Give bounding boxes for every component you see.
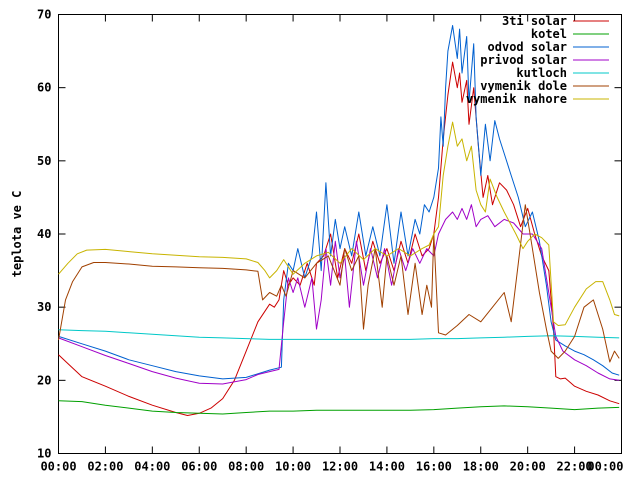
x-tick-label: 00:00 (40, 460, 76, 474)
y-tick-label: 70 (37, 8, 51, 22)
legend-label: vymenik dole (480, 79, 567, 93)
x-tick-label: 02:00 (87, 460, 123, 474)
legend-label: 3ti solar (502, 14, 567, 28)
legend-label: kutloch (516, 66, 567, 80)
x-tick-label: 10:00 (275, 460, 311, 474)
x-tick-label: 22:00 (557, 460, 593, 474)
x-tick-label: 14:00 (369, 460, 405, 474)
x-tick-label: 20:00 (510, 460, 546, 474)
legend-label: vymenik nahore (466, 92, 567, 106)
x-tick-label: 12:00 (322, 460, 358, 474)
y-tick-label: 30 (37, 300, 51, 314)
series-lines (58, 25, 620, 416)
legend-label: privod solar (480, 53, 567, 67)
series-line-kotel (58, 400, 620, 415)
series-line-privod-solar (58, 204, 620, 385)
y-tick-label: 60 (37, 81, 51, 95)
y-tick-label: 20 (37, 373, 51, 387)
x-tick-label: 18:00 (463, 460, 499, 474)
x-tick-label: 00:00 (587, 460, 623, 474)
x-tick-label: 06:00 (181, 460, 217, 474)
y-axis-label: teplota ve C (10, 191, 24, 278)
legend-label: odvod solar (488, 40, 567, 54)
x-tick-label: 16:00 (416, 460, 452, 474)
series-line-vymenik-dole (58, 204, 620, 363)
series-line-odvod-solar (58, 25, 620, 380)
y-tick-label: 40 (37, 227, 51, 241)
legend-label: kotel (531, 27, 567, 41)
y-tick-label: 10 (37, 447, 51, 461)
series-line-vymenik-nahore (58, 121, 620, 326)
y-tick-label: 50 (37, 154, 51, 168)
ticks-layer: 10 20 30 40 50 60 70 00:00 02:00 04:00 06:00 08:00 1… (37, 8, 623, 474)
series-line-kutloch (58, 329, 620, 340)
x-tick-label: 04:00 (134, 460, 170, 474)
x-tick-label: 08:00 (228, 460, 264, 474)
